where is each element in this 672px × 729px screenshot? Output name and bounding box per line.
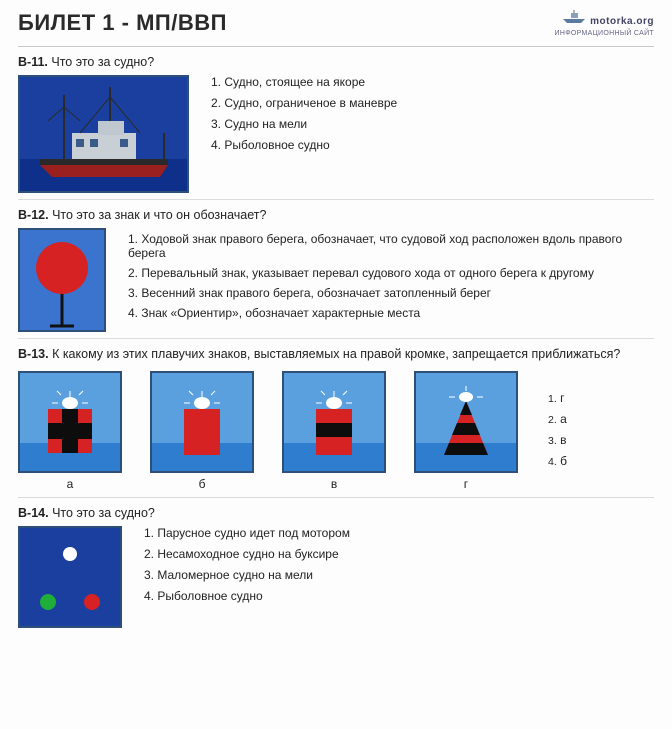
q13-number: В-13. [18,347,49,361]
q12-number: В-12. [18,208,49,222]
q14-answer: Несамоходное судно на буксире [144,547,350,561]
question-14: В-14. Что это за судно? Парусное судно и… [18,506,654,628]
q14-answer: Маломерное судно на мели [144,568,350,582]
q12-answer: Перевальный знак, указывает перевал судо… [128,266,654,280]
q13-buoy-b: б [150,371,254,491]
q13-images: а б [18,371,518,491]
q13-answer: 4. б [548,454,567,468]
q11-answers: Судно, стоящее на якоре Судно, ограничен… [211,75,397,159]
q11-answer: Судно на мели [211,117,397,131]
q13-prompt-text: К какому из этих плавучих знаков, выстав… [52,347,620,361]
q14-prompt: В-14. Что это за судно? [18,506,654,520]
q13-answer: 3. в [548,433,567,447]
divider [18,46,654,47]
site-domain: motorka.org [590,16,654,27]
question-13: В-13. К какому из этих плавучих знаков, … [18,347,654,491]
divider [18,338,654,339]
boat-icon [561,10,587,24]
q14-answer: Парусное судно идет под мотором [144,526,350,540]
divider [18,199,654,200]
q11-answer: Судно, стоящее на якоре [211,75,397,89]
q14-prompt-text: Что это за судно? [52,506,155,520]
q12-answer: Ходовой знак правого берега, обозначает,… [128,232,654,260]
site-badge: motorka.org ИНФОРМАЦИОННЫЙ САЙТ [555,10,654,38]
site-tagline: ИНФОРМАЦИОННЫЙ САЙТ [555,30,654,37]
q14-number: В-14. [18,506,49,520]
q11-image [18,75,189,193]
q12-prompt: В-12. Что это за знак и что он обозначае… [18,208,654,222]
q13-answer: 1. г [548,391,567,405]
q13-answers: 1. г 2. а 3. в 4. б [548,367,567,475]
q14-answers: Парусное судно идет под мотором Несамохо… [144,526,350,610]
q13-buoy-g: г [414,371,518,491]
q12-answer: Знак «Ориентир», обозначает характерные … [128,306,654,320]
q13-caption: б [199,477,206,491]
q13-caption: а [67,477,74,491]
divider [18,497,654,498]
q11-prompt-text: Что это за судно? [51,55,154,69]
q14-image [18,526,122,628]
q12-prompt-text: Что это за знак и что он обозначает? [52,208,266,222]
ticket-title: БИЛЕТ 1 - МП/ВВП [18,10,227,36]
q12-answers: Ходовой знак правого берега, обозначает,… [128,228,654,326]
q13-prompt: В-13. К какому из этих плавучих знаков, … [18,347,654,361]
q12-image [18,228,106,332]
q11-number: В-11. [18,55,48,69]
q13-caption: в [331,477,337,491]
q14-answer: Рыболовное судно [144,589,350,603]
q13-caption: г [464,477,468,491]
q13-answer: 2. а [548,412,567,426]
q12-answer: Весенний знак правого берега, обозначает… [128,286,654,300]
q11-answer: Рыболовное судно [211,138,397,152]
q13-buoy-a: а [18,371,122,491]
q11-prompt: В-11. Что это за судно? [18,55,654,69]
q13-buoy-v: в [282,371,386,491]
page-header: БИЛЕТ 1 - МП/ВВП motorka.org ИНФОРМАЦИОН… [18,10,654,42]
q11-answer: Судно, ограниченое в маневре [211,96,397,110]
watermark: motorka.org [36,677,100,691]
question-12: В-12. Что это за знак и что он обозначае… [18,208,654,332]
question-11: В-11. Что это за судно? [18,55,654,193]
